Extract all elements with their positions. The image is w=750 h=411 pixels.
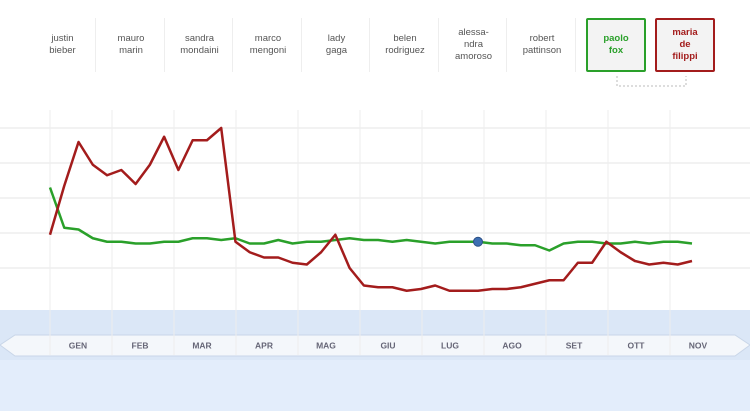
x-tick-label: OTT <box>628 340 646 350</box>
topic-button[interactable]: lady gaga <box>304 18 370 72</box>
topic-bar: justin bieber mauro marin sandra mondaini m… <box>30 18 730 74</box>
x-tick-label: NOV <box>689 340 708 350</box>
marker <box>473 236 483 247</box>
topic-button[interactable]: belen rodriguez <box>373 18 439 72</box>
x-tick-label: FEB <box>132 340 149 350</box>
navigator-strip <box>0 334 750 357</box>
x-tick-label: AGO <box>502 340 522 350</box>
topic-button[interactable]: alessa- ndra amoroso <box>441 18 507 72</box>
legend-entry[interactable]: paolo fox <box>586 18 646 72</box>
x-tick-label: MAR <box>192 340 211 350</box>
x-tick-label: SET <box>566 340 583 350</box>
topic-button[interactable]: sandra mondaini <box>167 18 233 72</box>
topic-button[interactable]: robert pattinson <box>510 18 576 72</box>
topic-button[interactable]: justin bieber <box>30 18 96 72</box>
x-tick-label: MAG <box>316 340 336 350</box>
topic-button[interactable]: mauro marin <box>99 18 165 72</box>
topic-button[interactable]: marco mengoni <box>236 18 302 72</box>
x-tick-label: GEN <box>69 340 87 350</box>
legend-entry[interactable]: maria de filippi <box>655 18 715 72</box>
x-tick-label: GIU <box>380 340 395 350</box>
x-tick-label: LUG <box>441 340 459 350</box>
series-line <box>48 126 693 292</box>
series-line <box>48 187 693 252</box>
navigator-lower <box>0 360 750 411</box>
connector <box>616 76 687 87</box>
x-tick-label: APR <box>255 340 273 350</box>
